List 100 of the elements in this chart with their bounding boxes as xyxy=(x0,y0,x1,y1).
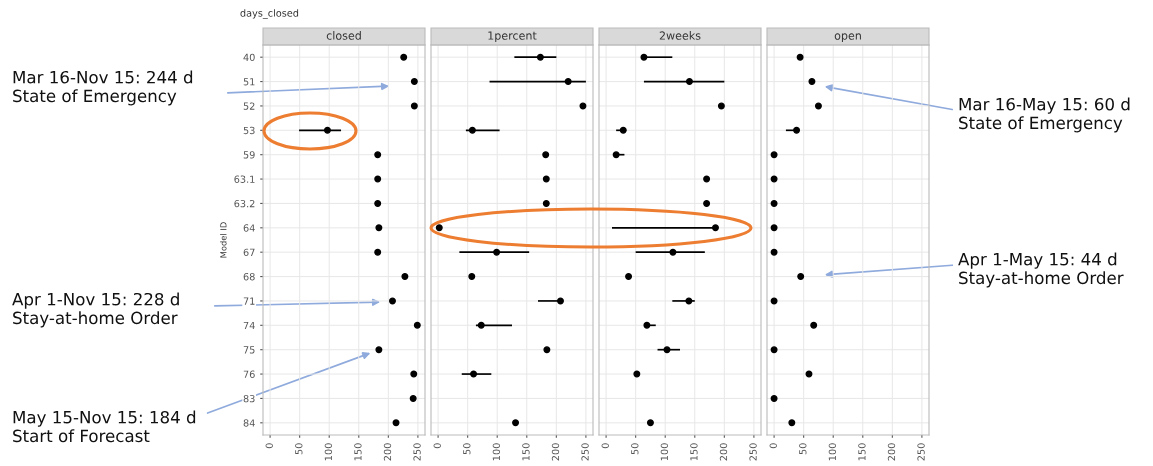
y-tick-label: 67 xyxy=(243,248,255,257)
point xyxy=(712,224,719,232)
x-tick-label: 150 xyxy=(354,443,362,461)
text: Apr 1-Nov 15: 228 d Stay-at-home Order xyxy=(12,292,179,328)
y-tick-label: 63.1 xyxy=(234,175,255,183)
point xyxy=(374,151,382,159)
x-tick-label: 0 xyxy=(769,443,777,449)
point xyxy=(805,370,813,378)
text: Mar 16-May 15: 60 d State of Emergency xyxy=(959,97,1130,133)
y-tick-label: 63.2 xyxy=(234,199,255,208)
point xyxy=(619,126,627,134)
point xyxy=(770,346,778,354)
point xyxy=(389,297,396,305)
x-tick-label: 200 xyxy=(719,443,728,461)
x-tick-label: 250 xyxy=(917,443,925,461)
y-tick-label: 76 xyxy=(243,370,255,378)
point xyxy=(392,419,400,427)
point xyxy=(410,370,418,378)
point xyxy=(685,78,693,86)
y-tick-label: 59 xyxy=(243,151,255,159)
point xyxy=(468,273,476,281)
point xyxy=(814,102,822,110)
point xyxy=(374,248,382,256)
x-tick-label: 150 xyxy=(690,443,698,461)
point xyxy=(400,53,408,61)
point xyxy=(512,419,520,427)
point xyxy=(542,199,550,207)
point xyxy=(323,126,331,134)
point xyxy=(669,248,677,256)
point xyxy=(612,151,620,159)
point xyxy=(409,394,417,402)
x-tick-label: 250 xyxy=(581,443,589,461)
point xyxy=(536,53,544,61)
y-tick-label: 53 xyxy=(243,126,255,135)
chart-title: 2weeks xyxy=(659,31,701,40)
point xyxy=(374,175,382,183)
x-tick-label: 150 xyxy=(522,443,530,461)
point xyxy=(410,78,418,86)
y-tick-label: 68 xyxy=(243,273,255,281)
x-tick-label: 50 xyxy=(799,443,807,455)
point xyxy=(543,346,551,354)
y-tick-label: 64 xyxy=(243,224,255,232)
point xyxy=(542,175,550,183)
x-tick-label: 100 xyxy=(828,443,837,461)
point xyxy=(703,199,711,207)
chart-title: open xyxy=(834,33,861,42)
text: days_closed xyxy=(240,9,299,19)
point xyxy=(770,199,778,207)
x-tick-label: 50 xyxy=(295,443,303,455)
point xyxy=(770,224,778,232)
y-tick-label: 51 xyxy=(243,78,255,86)
point xyxy=(470,370,478,378)
x-tick-label: 0 xyxy=(265,443,273,449)
point xyxy=(435,224,443,232)
point xyxy=(643,321,651,329)
x-tick-label: 50 xyxy=(631,443,639,455)
point xyxy=(640,53,648,61)
y-tick-label: 74 xyxy=(243,321,255,330)
x-tick-label: 50 xyxy=(463,443,471,455)
point xyxy=(770,175,778,183)
x-tick-label: 150 xyxy=(858,443,866,461)
point xyxy=(542,151,550,159)
point xyxy=(413,321,421,329)
point xyxy=(770,151,778,159)
point xyxy=(375,224,383,232)
y-tick-label: 75 xyxy=(243,346,255,354)
y-tick-label: 71 xyxy=(243,297,255,305)
x-tick-label: 200 xyxy=(383,443,392,461)
point xyxy=(770,394,778,402)
point xyxy=(703,175,711,183)
point xyxy=(493,248,501,256)
text: Mar 16-Nov 15: 244 d State of Emergency xyxy=(13,70,193,106)
point xyxy=(477,321,485,329)
point xyxy=(468,126,476,134)
x-tick-label: 0 xyxy=(433,443,441,449)
point xyxy=(564,78,572,86)
point xyxy=(625,273,633,281)
point xyxy=(770,248,778,256)
x-tick-label: 100 xyxy=(660,443,669,461)
point xyxy=(810,321,818,329)
point xyxy=(646,419,654,427)
point xyxy=(770,297,778,305)
y-axis-title: Model ID xyxy=(220,222,227,258)
point xyxy=(793,126,801,134)
x-tick-label: 100 xyxy=(324,443,333,461)
point xyxy=(579,102,587,110)
x-tick-label: 250 xyxy=(749,443,757,461)
x-tick-label: 100 xyxy=(492,443,501,461)
point xyxy=(557,297,564,305)
x-tick-label: 0 xyxy=(601,443,609,449)
point xyxy=(797,273,805,281)
point xyxy=(375,346,383,354)
x-tick-label: 200 xyxy=(887,443,896,461)
point xyxy=(717,102,725,110)
point xyxy=(374,199,382,207)
y-tick-label: 52 xyxy=(243,102,255,110)
point xyxy=(788,419,796,427)
text: Apr 1-May 15: 44 d Stay-at-home Order xyxy=(958,252,1124,288)
y-tick-label: 40 xyxy=(243,53,255,62)
point xyxy=(808,78,816,86)
